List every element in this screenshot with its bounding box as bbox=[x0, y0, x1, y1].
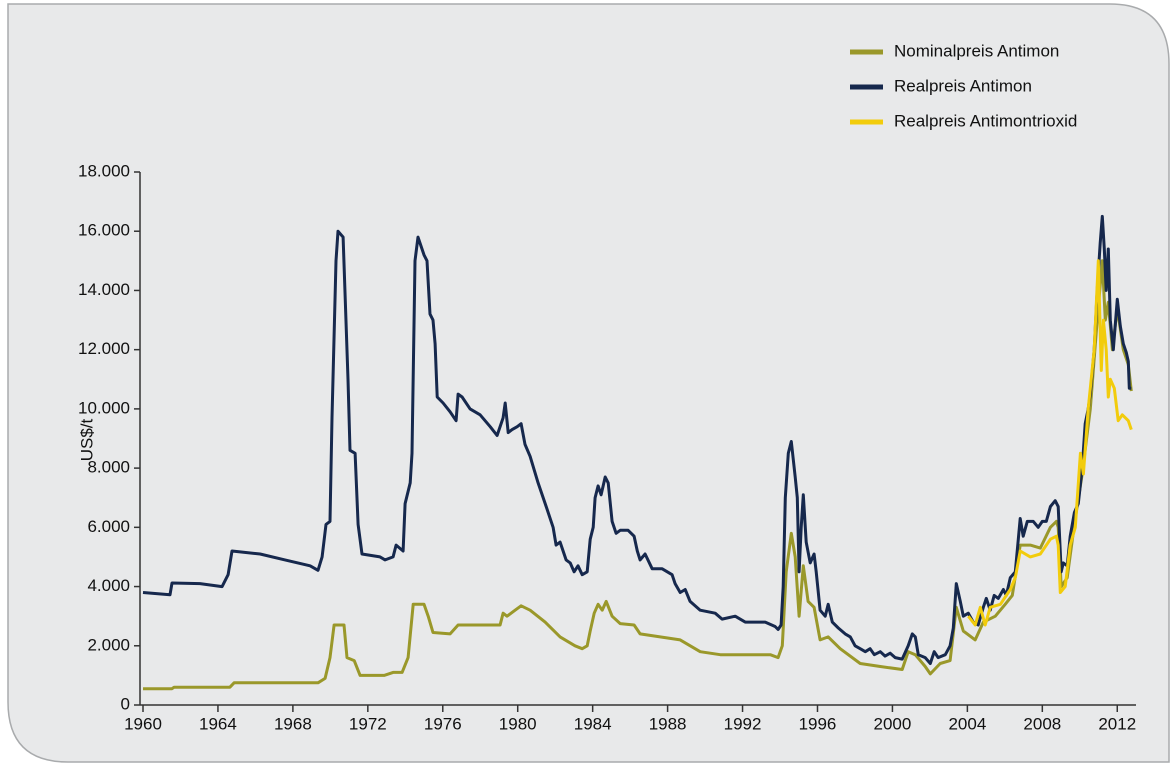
y-tick-label: 14.000 bbox=[78, 280, 130, 299]
y-tick-label: 2.000 bbox=[87, 635, 130, 654]
legend-label: Realpreis Antimon bbox=[894, 76, 1032, 95]
y-tick-label: 6.000 bbox=[87, 517, 130, 536]
x-tick-label: 1992 bbox=[724, 714, 762, 733]
x-tick-label: 1980 bbox=[499, 714, 537, 733]
y-tick-label: 16.000 bbox=[78, 221, 130, 240]
x-tick-label: 2004 bbox=[948, 714, 986, 733]
y-tick-label: 12.000 bbox=[78, 339, 130, 358]
panel bbox=[7, 3, 1170, 763]
y-tick-label: 18.000 bbox=[78, 161, 130, 180]
series-line bbox=[142, 214, 1132, 665]
x-tick-label: 1988 bbox=[649, 714, 687, 733]
y-tick-label: 8.000 bbox=[87, 458, 130, 477]
y-tick-label: 10.000 bbox=[78, 398, 130, 417]
legend-label: Nominalpreis Antimon bbox=[894, 41, 1059, 60]
series-line bbox=[967, 259, 1133, 627]
y-axis-label: US$/t bbox=[77, 418, 96, 461]
x-tick-label: 1976 bbox=[424, 714, 462, 733]
legend-label: Realpreis Antimontrioxid bbox=[894, 111, 1077, 130]
y-tick-label: 0 bbox=[121, 694, 130, 713]
x-tick-label: 2012 bbox=[1098, 714, 1136, 733]
series-line bbox=[143, 259, 1133, 691]
y-tick-label: 4.000 bbox=[87, 576, 130, 595]
x-tick-label: 1996 bbox=[799, 714, 837, 733]
x-tick-label: 1984 bbox=[574, 714, 612, 733]
x-tick-label: 1972 bbox=[349, 714, 387, 733]
x-tick-label: 1968 bbox=[274, 714, 312, 733]
x-tick-label: 2008 bbox=[1023, 714, 1061, 733]
x-tick-label: 2000 bbox=[874, 714, 912, 733]
x-tick-label: 1964 bbox=[199, 714, 237, 733]
x-tick-label: 1960 bbox=[124, 714, 162, 733]
